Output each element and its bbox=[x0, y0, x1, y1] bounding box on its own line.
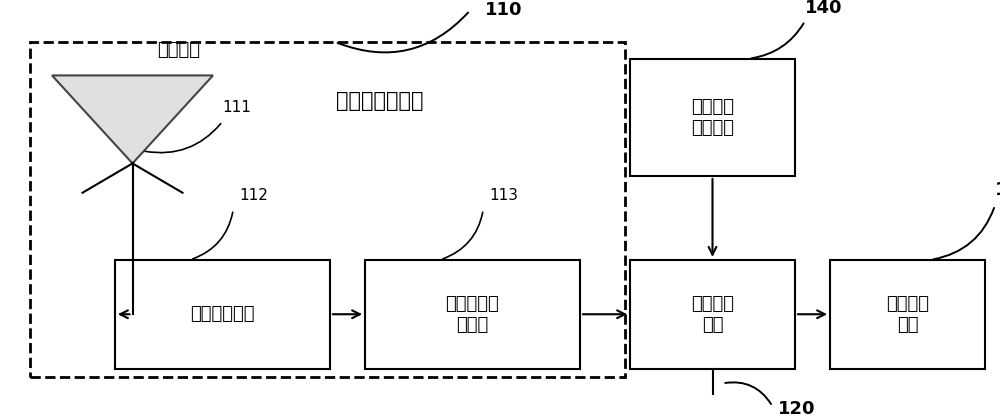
Text: 信号处理
模块: 信号处理 模块 bbox=[691, 295, 734, 334]
Bar bbox=[630, 59, 795, 176]
Bar bbox=[630, 260, 795, 369]
Text: 111: 111 bbox=[222, 100, 251, 115]
Text: 113: 113 bbox=[490, 188, 519, 203]
Text: 阵列天线: 阵列天线 bbox=[157, 41, 200, 59]
Text: 雷达射频前端: 雷达射频前端 bbox=[190, 305, 255, 323]
Text: 门限重设
触发模块: 门限重设 触发模块 bbox=[691, 98, 734, 137]
Bar bbox=[115, 260, 330, 369]
Polygon shape bbox=[52, 75, 213, 163]
Text: 毫米波雷达模块: 毫米波雷达模块 bbox=[336, 91, 424, 111]
Bar bbox=[30, 42, 625, 377]
Text: 雷达信号调
理模块: 雷达信号调 理模块 bbox=[446, 295, 499, 334]
Text: 130: 130 bbox=[995, 181, 1000, 199]
Text: 车型识别
模块: 车型识别 模块 bbox=[886, 295, 929, 334]
Bar bbox=[830, 260, 985, 369]
Text: 140: 140 bbox=[805, 0, 842, 17]
Text: 110: 110 bbox=[485, 2, 522, 19]
Text: 112: 112 bbox=[240, 188, 269, 203]
Text: 120: 120 bbox=[778, 400, 815, 417]
Bar bbox=[365, 260, 580, 369]
